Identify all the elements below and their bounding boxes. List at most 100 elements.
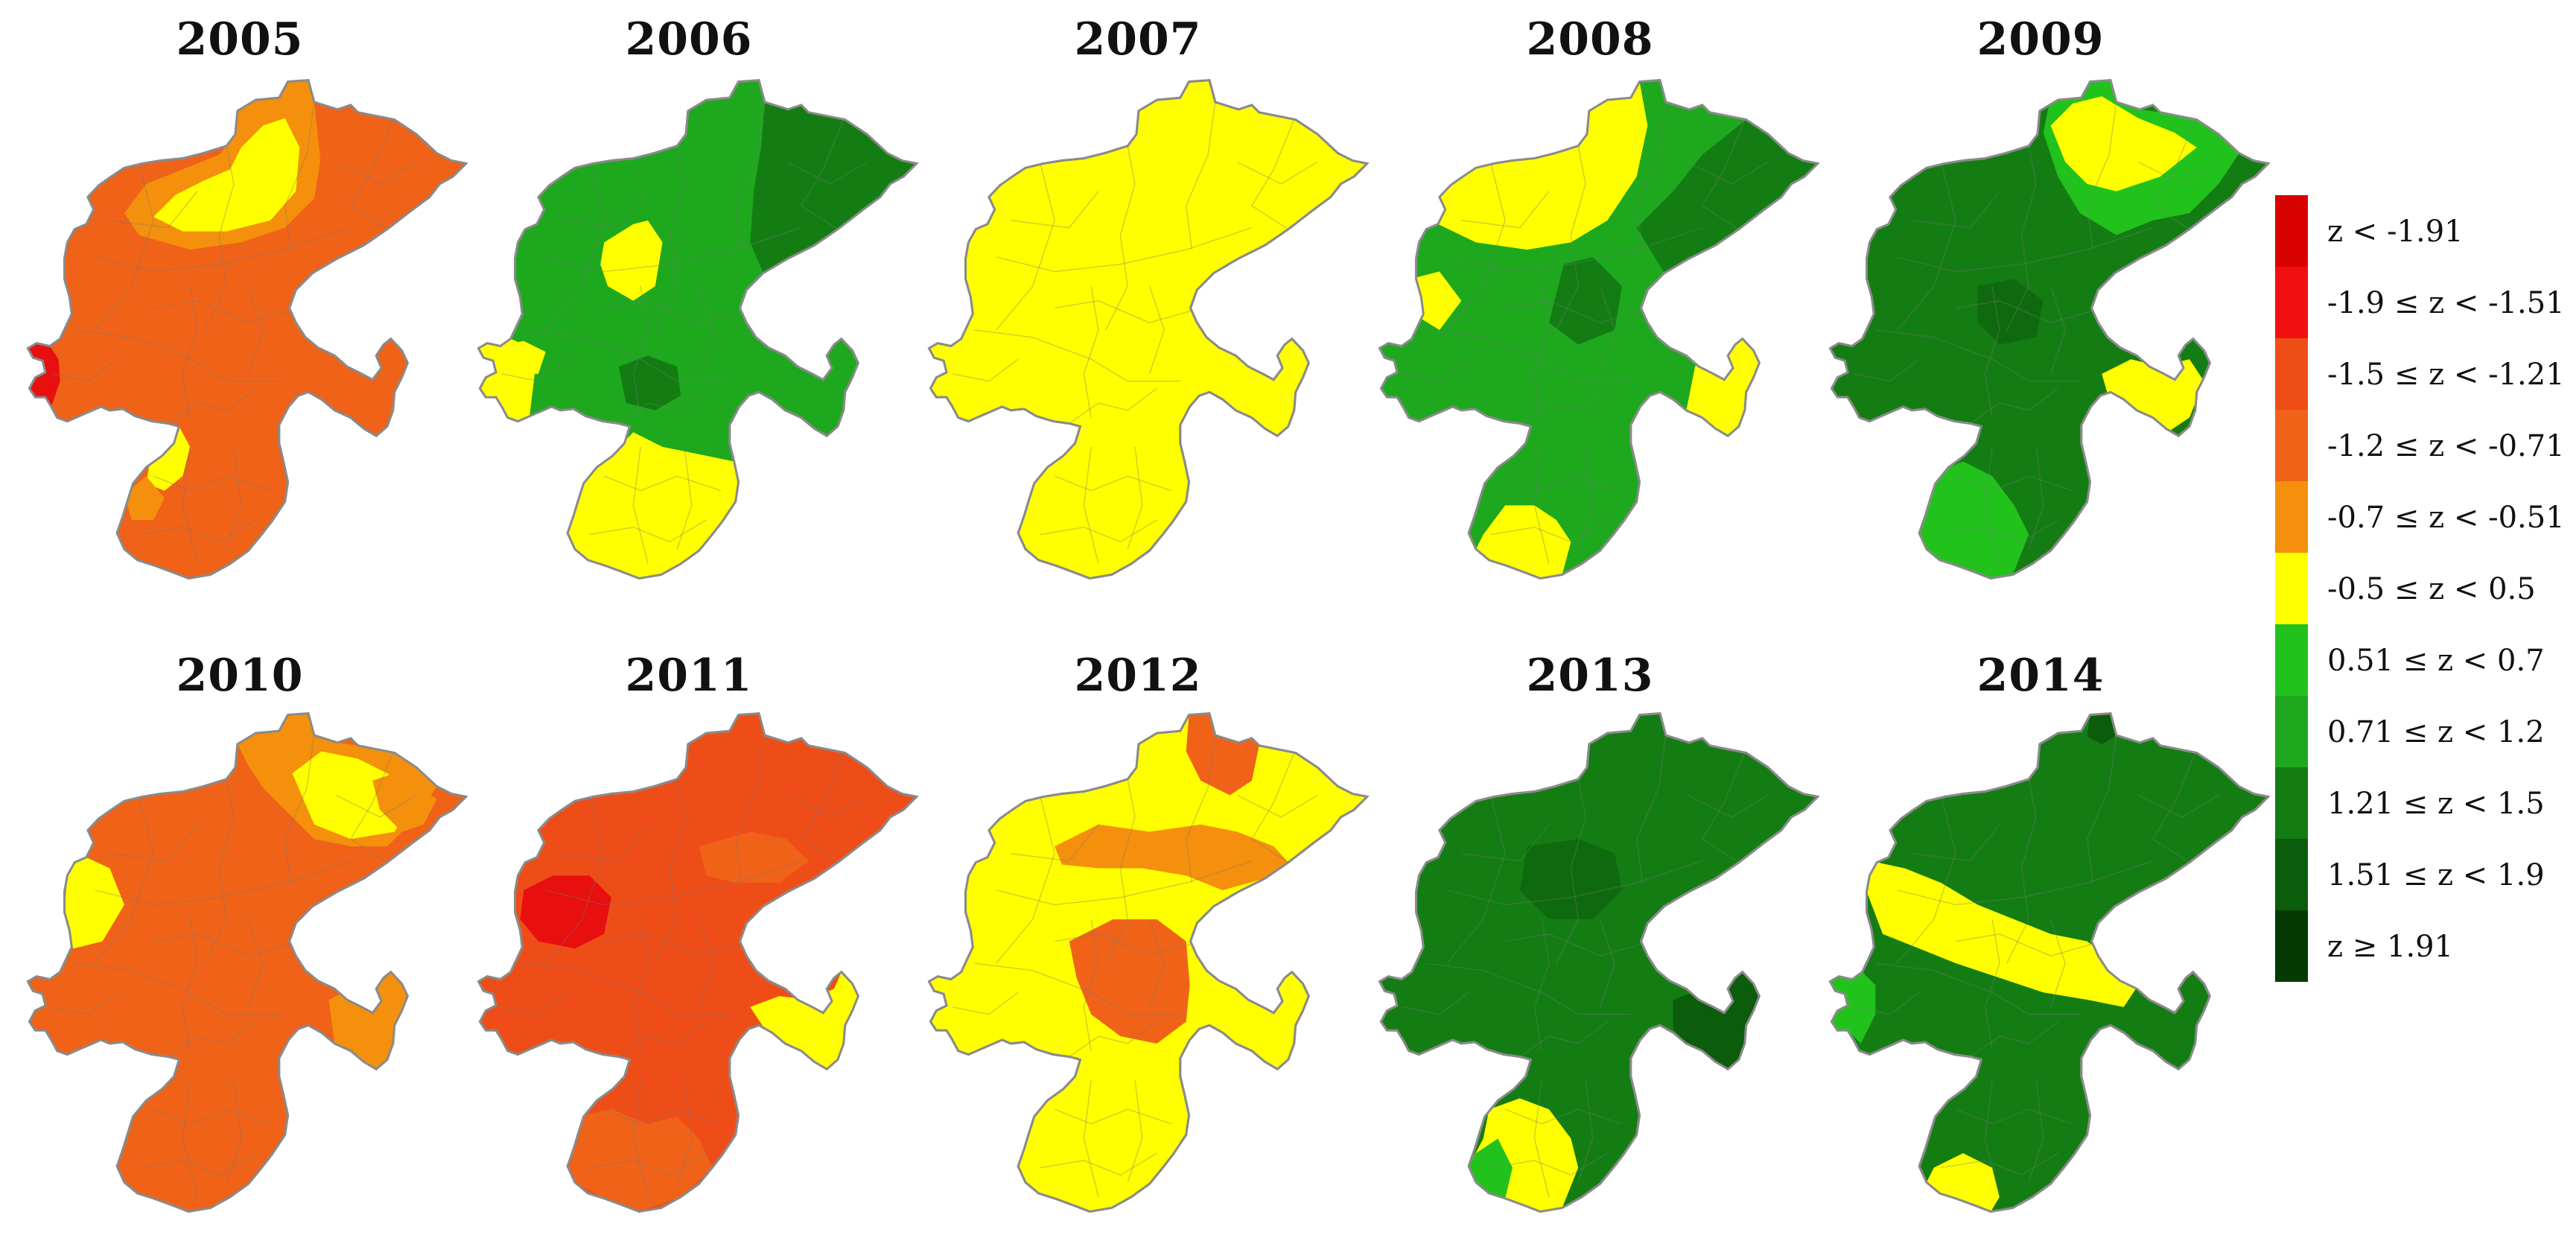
municipality-border <box>321 919 388 950</box>
municipality-border <box>996 795 1055 964</box>
municipality-border <box>2028 1079 2044 1183</box>
legend-swatch <box>2275 624 2308 697</box>
municipality-border <box>1505 300 1652 323</box>
municipality-border <box>182 446 198 564</box>
municipality-border <box>1970 1021 2058 1058</box>
municipality-border <box>1011 191 1099 229</box>
legend-label: -1.5 ≤ z < -1.21 <box>2327 358 2565 392</box>
municipality-border <box>139 1152 256 1176</box>
legend-swatch <box>2275 195 2308 268</box>
legend-label: -1.2 ≤ z < -0.71 <box>2327 429 2565 463</box>
choropleth-map <box>26 712 468 1213</box>
municipality-border <box>2006 778 2037 964</box>
municipality-border <box>247 919 264 1008</box>
municipality-border <box>1897 227 2154 273</box>
municipality-border <box>1425 962 1631 1015</box>
municipality-cluster <box>1926 1152 2000 1212</box>
choropleth-map <box>26 79 468 580</box>
municipality-border <box>1956 300 2102 323</box>
municipality-border <box>560 824 649 862</box>
municipality-border <box>1040 1152 1157 1176</box>
state-outline <box>477 712 919 1213</box>
choropleth-map <box>927 712 1370 1213</box>
municipality-border <box>1556 145 1586 331</box>
municipality-border <box>1402 992 1469 1015</box>
map-year-title: 2011 <box>625 650 753 702</box>
municipality-cluster <box>28 343 60 407</box>
municipality-border <box>1222 919 1289 950</box>
municipality-border <box>335 161 417 185</box>
legend-label: -0.7 ≤ z < -0.51 <box>2327 501 2565 535</box>
municipality-border <box>800 752 845 863</box>
municipality-border <box>95 860 352 906</box>
municipality-border <box>734 735 766 884</box>
municipality-border <box>974 329 1180 382</box>
municipality-cluster <box>64 857 124 949</box>
municipality-border <box>1970 387 2058 425</box>
municipality-border <box>1875 962 2082 1015</box>
municipality-border <box>1533 1079 1550 1197</box>
municipality-cluster <box>520 875 611 949</box>
municipality-border <box>1185 735 1216 884</box>
legend-item: z ≥ 1.91 <box>2275 910 2573 983</box>
municipality-border <box>109 191 198 229</box>
map-year-title: 2006 <box>625 13 753 66</box>
municipality-border <box>153 933 300 957</box>
municipality-cluster <box>1830 971 1876 1044</box>
municipality-cluster <box>1069 919 1190 1044</box>
municipality-border <box>1875 329 2082 382</box>
choropleth-map <box>1378 79 1820 580</box>
legend-swatch <box>2275 910 2308 983</box>
municipality-border <box>589 1152 707 1176</box>
municipality-border <box>1504 475 1623 492</box>
municipality-border <box>182 919 198 1051</box>
municipality-border <box>1673 285 1740 317</box>
state-outline <box>26 79 468 580</box>
municipality-border <box>800 119 845 230</box>
municipality-cluster <box>2050 96 2197 191</box>
legend-swatch <box>2275 553 2308 626</box>
municipality-border <box>2049 285 2066 375</box>
municipality-cluster <box>600 220 663 301</box>
legend-item: 0.51 ≤ z < 0.7 <box>2275 624 2573 697</box>
municipality-border <box>589 519 707 543</box>
municipality-border <box>1504 1108 1623 1125</box>
municipality-border <box>632 919 649 1051</box>
municipality-border <box>284 735 315 884</box>
municipality-cluster <box>2102 359 2204 433</box>
municipality-border <box>1446 162 1506 331</box>
legend-item: 1.21 ≤ z < 1.5 <box>2275 767 2573 840</box>
legend-swatch <box>2275 338 2308 411</box>
municipality-border <box>73 962 279 1015</box>
municipality-border <box>321 285 388 317</box>
municipality-border <box>1069 1021 1157 1058</box>
municipality-border <box>335 794 417 818</box>
map-year-title: 2010 <box>176 650 304 702</box>
municipality-border <box>1897 860 2154 906</box>
municipality-border <box>1490 1152 1608 1176</box>
municipality-border <box>1148 919 1165 1008</box>
legend-item: -1.5 ≤ z < -1.21 <box>2275 338 2573 411</box>
municipality-border <box>139 519 256 543</box>
legend-label: 1.21 ≤ z < 1.5 <box>2327 787 2545 821</box>
municipality-border <box>1222 285 1289 317</box>
municipality-border <box>247 285 264 375</box>
municipality-border <box>1955 1108 2073 1125</box>
municipality-border <box>1083 286 1099 418</box>
municipality-border <box>1912 824 2000 862</box>
municipality-border <box>1505 933 1652 957</box>
map-year-title: 2005 <box>176 13 304 66</box>
municipality-border <box>168 387 256 425</box>
legend-item: -0.7 ≤ z < -0.51 <box>2275 481 2573 554</box>
municipality-border <box>1054 1108 1172 1125</box>
municipality-cluster <box>699 831 809 884</box>
municipality-border <box>1897 795 1956 964</box>
municipality-border <box>1446 860 1703 906</box>
municipality-border <box>1599 285 1615 375</box>
map-year-title: 2009 <box>1976 13 2105 66</box>
municipality-border <box>1556 778 1586 964</box>
municipality-border <box>51 358 118 382</box>
municipality-cluster <box>153 118 300 232</box>
municipality-border <box>952 992 1019 1015</box>
municipality-border <box>1054 475 1172 492</box>
